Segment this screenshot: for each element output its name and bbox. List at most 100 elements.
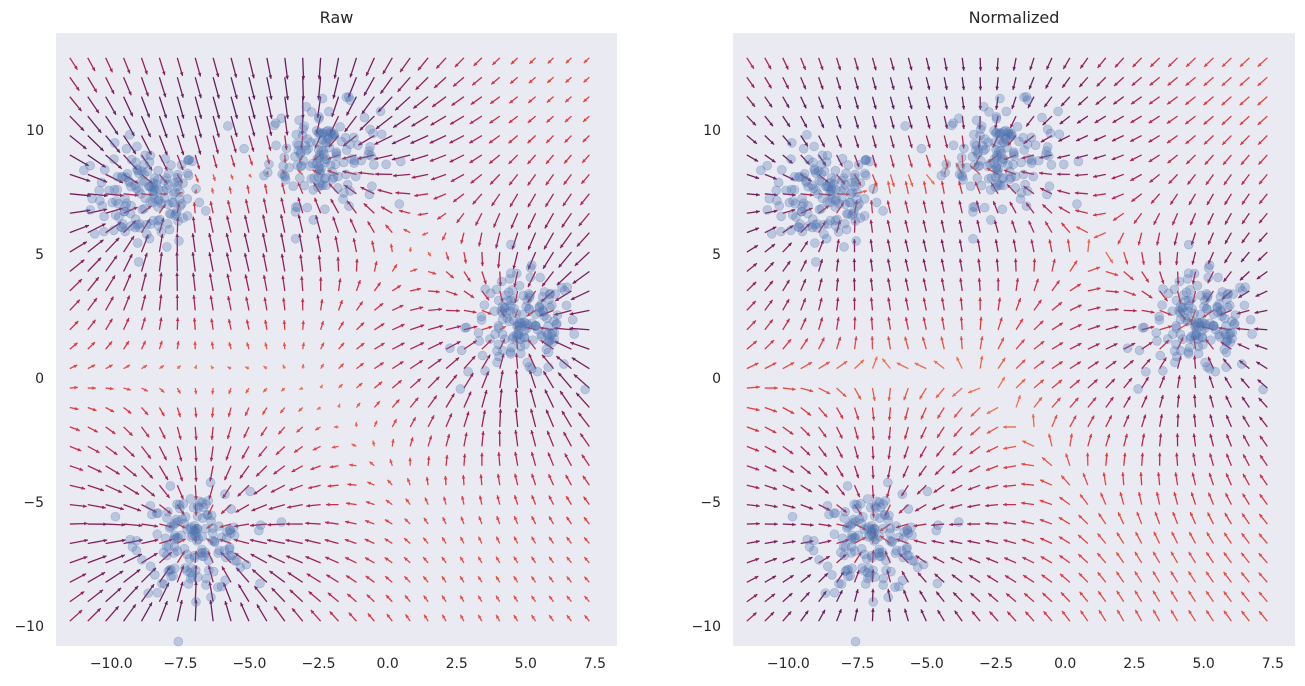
- quiver-arrow-head: [417, 212, 422, 217]
- quiver-arrow-head: [82, 573, 87, 577]
- quiver-arrow-head: [132, 150, 136, 155]
- data-point: [163, 566, 173, 577]
- data-point: [95, 195, 105, 206]
- data-point: [300, 140, 311, 151]
- data-point: [544, 294, 554, 305]
- data-point: [170, 187, 180, 197]
- quiver-arrow-head: [442, 537, 446, 542]
- data-point: [985, 158, 995, 169]
- quiver-arrow-head: [456, 308, 460, 313]
- quiver-arrow-head: [109, 68, 113, 73]
- data-point: [156, 578, 167, 589]
- quiver-arrow-head: [549, 536, 553, 541]
- quiver-arrow: [69, 193, 91, 197]
- data-point: [493, 323, 504, 333]
- data-point: [878, 580, 888, 590]
- quiver-arrow-head: [86, 178, 91, 182]
- data-point: [259, 170, 269, 181]
- data-point: [149, 570, 160, 580]
- quiver-arrow-head: [134, 586, 139, 590]
- quiver-arrow-head: [546, 139, 550, 143]
- quiver-arrow-head: [297, 214, 302, 219]
- data-point: [108, 225, 119, 236]
- quiver-arrow-head: [397, 380, 402, 384]
- quiver-arrow-head: [333, 425, 338, 429]
- data-point: [1201, 288, 1212, 299]
- quiver-arrow-head: [355, 258, 359, 263]
- quiver-arrow-head: [413, 104, 418, 109]
- quiver-arrow-head: [77, 107, 82, 112]
- data-point: [281, 143, 292, 154]
- quiver-arrow-head: [475, 221, 479, 226]
- data-point: [550, 289, 561, 299]
- quiver-arrow-head: [527, 265, 532, 270]
- data-point: [1221, 362, 1231, 372]
- quiver-arrow-head: [451, 102, 456, 106]
- data-point: [311, 158, 322, 169]
- data-point: [296, 160, 307, 171]
- data-point: [126, 200, 136, 211]
- data-point: [537, 332, 547, 342]
- quiver-arrow-head: [443, 496, 447, 501]
- data-point: [897, 489, 908, 499]
- quiver-arrow-head: [529, 388, 534, 393]
- data-point: [178, 213, 188, 223]
- quiver-arrow-head: [121, 538, 126, 543]
- data-point: [986, 215, 996, 225]
- data-point: [499, 303, 510, 313]
- quiver-arrow-head: [340, 342, 345, 347]
- quiver-arrow-head: [101, 163, 106, 168]
- quiver-arrow-head: [489, 159, 494, 164]
- data-point: [341, 92, 352, 103]
- quiver-arrow: [87, 115, 102, 134]
- quiver-arrow-head: [358, 141, 363, 146]
- data-point: [995, 93, 1005, 104]
- quiver-arrow-head: [415, 86, 420, 90]
- data-point: [477, 350, 488, 361]
- data-point: [395, 156, 406, 167]
- quiver-arrow-head: [291, 468, 296, 472]
- data-point: [513, 325, 524, 336]
- quiver-arrow-head: [99, 487, 104, 492]
- data-point: [146, 182, 157, 192]
- quiver-arrow-head: [438, 341, 443, 346]
- data-point: [135, 219, 145, 229]
- data-point: [509, 303, 519, 314]
- quiver-arrow-head: [487, 311, 492, 315]
- quiver-arrow-head: [267, 554, 272, 559]
- quiver-arrow-head: [234, 114, 239, 119]
- data-point: [341, 145, 352, 155]
- quiver-arrow-head: [544, 389, 549, 394]
- quiver-arrow-head: [265, 170, 269, 175]
- data-point: [1247, 329, 1257, 339]
- quiver-arrow-head: [275, 451, 280, 455]
- data-point: [871, 496, 882, 507]
- quiver-arrow-head: [240, 602, 244, 607]
- data-point: [543, 362, 554, 372]
- quiver-arrow-head: [470, 101, 475, 105]
- quiver-arrow-head: [285, 114, 290, 119]
- data-point: [881, 565, 891, 575]
- data-point: [786, 138, 797, 148]
- quiver-arrow-head: [451, 393, 455, 398]
- data-point: [539, 287, 550, 297]
- quiver-arrow-head: [121, 523, 126, 527]
- quiver-arrow-head: [558, 372, 562, 377]
- quiver-arrow-head: [109, 318, 113, 323]
- quiver-arrow-head: [498, 282, 503, 287]
- data-point: [160, 153, 171, 164]
- quiver-arrow: [230, 77, 238, 100]
- quiver-arrow-head: [329, 464, 334, 469]
- data-point: [132, 164, 142, 174]
- data-point: [523, 320, 533, 330]
- quiver-arrow-head: [112, 110, 116, 115]
- data-point: [313, 144, 324, 155]
- data-point: [850, 516, 861, 527]
- data-point: [149, 183, 159, 193]
- data-point: [1205, 335, 1216, 345]
- data-point: [1197, 339, 1208, 350]
- quiver-arrow-head: [180, 151, 185, 156]
- data-point: [907, 555, 917, 566]
- y-tick-label: −5: [23, 495, 44, 511]
- quiver-arrow-head: [310, 466, 315, 471]
